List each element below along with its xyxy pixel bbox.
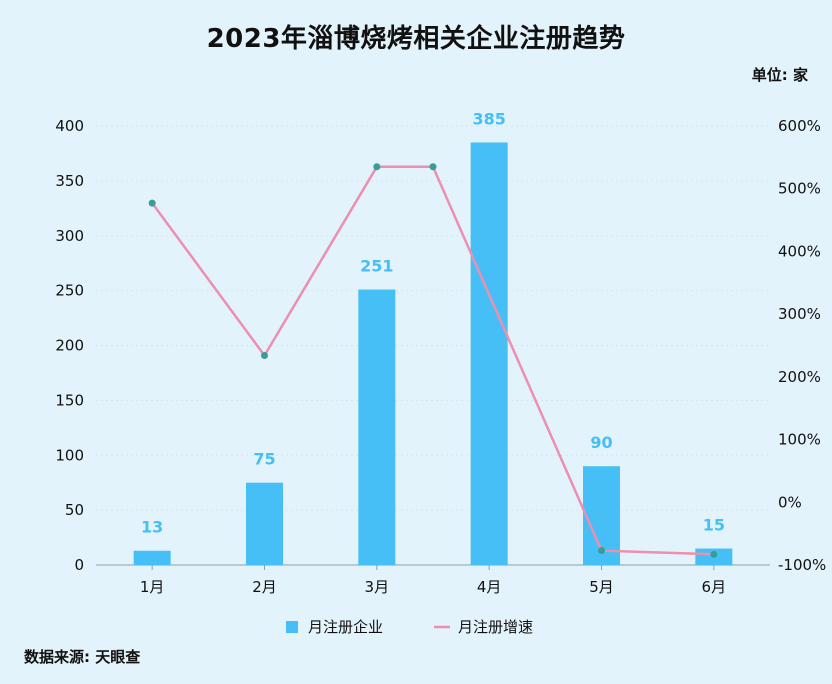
growth-point bbox=[429, 163, 437, 171]
y-tick-label: 350 bbox=[55, 172, 84, 190]
y-tick-label: 50 bbox=[65, 501, 84, 519]
x-tick-label: 4月 bbox=[477, 578, 502, 596]
y2-tick-label: 0% bbox=[778, 493, 802, 511]
y-tick-label: 300 bbox=[55, 227, 84, 245]
y-tick-label: 100 bbox=[55, 446, 84, 464]
bar-1月 bbox=[133, 550, 171, 565]
y2-tick-label: 500% bbox=[778, 180, 821, 198]
x-tick-label: 1月 bbox=[140, 578, 165, 596]
y-tick-label: 0 bbox=[74, 556, 84, 574]
y-tick-label: 200 bbox=[55, 337, 84, 355]
bar-2月 bbox=[246, 482, 283, 565]
y2-tick-label: 400% bbox=[778, 242, 821, 260]
x-tick-label: 2月 bbox=[252, 578, 277, 596]
bar-value-label: 90 bbox=[590, 433, 612, 452]
bar-value-label: 385 bbox=[472, 109, 505, 128]
y2-tick-label: 100% bbox=[778, 431, 821, 449]
chart-title: 2023年淄博烧烤相关企业注册趋势 bbox=[206, 24, 626, 54]
legend-bar-label: 月注册企业 bbox=[308, 618, 383, 636]
x-tick-label: 5月 bbox=[589, 578, 614, 596]
source-note: 数据来源: 天眼查 bbox=[24, 648, 141, 666]
growth-line bbox=[151, 165, 714, 556]
bar-value-label: 251 bbox=[360, 257, 393, 276]
x-tick-label: 6月 bbox=[702, 578, 727, 596]
growth-point bbox=[710, 550, 718, 558]
bar-4月 bbox=[470, 142, 508, 565]
unit-label: 单位: 家 bbox=[751, 66, 808, 84]
legend-line-label: 月注册增速 bbox=[458, 618, 533, 636]
y-tick-label: 250 bbox=[55, 282, 84, 300]
legend-bar-swatch bbox=[286, 621, 298, 633]
y2-tick-label: 300% bbox=[778, 305, 821, 323]
bar-3月 bbox=[358, 289, 396, 565]
y2-tick-label: 200% bbox=[778, 368, 821, 386]
growth-point bbox=[261, 352, 268, 360]
bar-value-label: 15 bbox=[703, 516, 725, 535]
y-tick-label: 150 bbox=[55, 391, 84, 409]
growth-point bbox=[148, 199, 156, 207]
bar-value-label: 13 bbox=[141, 518, 163, 537]
growth-point bbox=[373, 163, 381, 171]
y-tick-label: 400 bbox=[55, 117, 84, 135]
bar-value-label: 75 bbox=[253, 450, 275, 469]
x-tick-label: 3月 bbox=[365, 578, 390, 596]
y2-tick-label: 600% bbox=[778, 117, 821, 135]
y2-tick-label: -100% bbox=[778, 556, 826, 574]
growth-point bbox=[598, 547, 605, 555]
